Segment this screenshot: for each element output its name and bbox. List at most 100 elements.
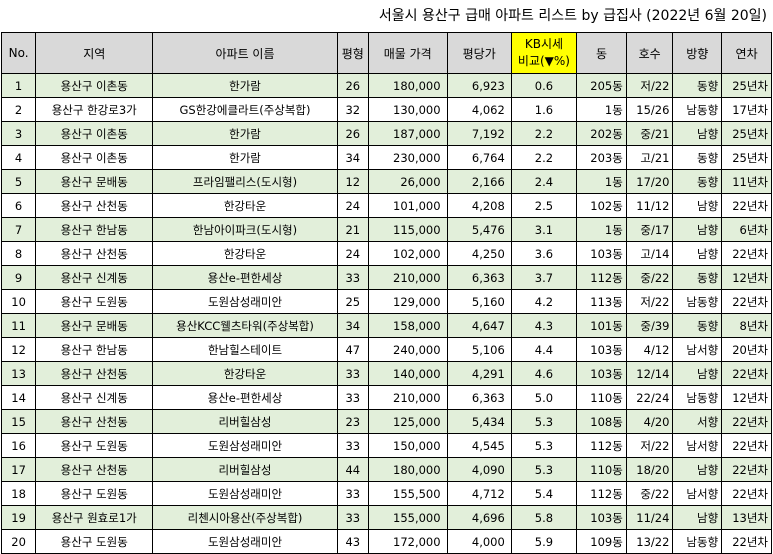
cell-size: 33 [336,265,369,290]
table-row: 13 용산구 산천동 한강타운 33 140,000 4,291 4.6 103동 12/14 남… [0,361,772,386]
cell-direction: 동향 [672,169,723,194]
cell-ho: 22/24 [625,385,674,410]
cell-no: 1 [0,73,37,98]
cell-size: 34 [336,313,369,338]
cell-price: 129,000 [367,289,448,314]
cell-direction: 남동향 [672,385,723,410]
cell-price-per-pyeong: 4,250 [446,241,512,266]
cell-no: 16 [0,433,37,458]
cell-kb-compare: 3.7 [510,265,578,290]
header-kb-line2: 비교(▼%) [517,54,570,68]
cell-direction: 남향 [672,361,723,386]
cell-kb-compare: 5.3 [510,433,578,458]
cell-size: 24 [336,193,369,218]
cell-age: 11년차 [721,169,772,194]
cell-direction: 남동향 [672,97,723,122]
cell-ho: 중/22 [625,481,674,506]
cell-region: 용산구 도원동 [35,529,154,554]
cell-price: 180,000 [367,457,448,482]
cell-ho: 저/22 [625,73,674,98]
cell-price: 240,000 [367,337,448,362]
cell-price: 155,500 [367,481,448,506]
cell-no: 7 [0,217,37,242]
cell-price: 102,000 [367,241,448,266]
cell-apt-name: GS한강에클라트(주상복합) [152,97,338,122]
cell-direction: 남동향 [672,529,723,554]
cell-apt-name: 용산e-편한세상 [152,265,338,290]
cell-apt-name: 도원삼성래미안 [152,433,338,458]
header-price: 매물 가격 [367,32,448,74]
cell-direction: 남서향 [672,337,723,362]
cell-price-per-pyeong: 4,000 [446,529,512,554]
cell-size: 32 [336,97,369,122]
cell-ho: 고/14 [625,241,674,266]
cell-no: 6 [0,193,37,218]
cell-size: 26 [336,73,369,98]
cell-price: 210,000 [367,385,448,410]
cell-price-per-pyeong: 6,363 [446,265,512,290]
cell-price: 150,000 [367,433,448,458]
cell-no: 10 [0,289,37,314]
cell-age: 12년차 [721,265,772,290]
header-direction: 방향 [672,32,723,74]
cell-dong: 103동 [576,337,627,362]
cell-kb-compare: 3.6 [510,241,578,266]
cell-region: 용산구 산천동 [35,193,154,218]
cell-age: 6년차 [721,217,772,242]
cell-direction: 남서향 [672,481,723,506]
cell-age: 22년차 [721,241,772,266]
cell-apt-name: 한가람 [152,145,338,170]
cell-price-per-pyeong: 6,764 [446,145,512,170]
cell-ho: 13/22 [625,529,674,554]
cell-direction: 동향 [672,313,723,338]
cell-age: 25년차 [721,73,772,98]
cell-price: 140,000 [367,361,448,386]
cell-price: 210,000 [367,265,448,290]
cell-dong: 112동 [576,481,627,506]
cell-kb-compare: 5.9 [510,529,578,554]
cell-ho: 중/21 [625,121,674,146]
cell-region: 용산구 한남동 [35,337,154,362]
cell-apt-name: 한강타운 [152,193,338,218]
cell-kb-compare: 5.3 [510,409,578,434]
cell-direction: 남향 [672,457,723,482]
cell-price: 130,000 [367,97,448,122]
cell-price-per-pyeong: 5,160 [446,289,512,314]
cell-region: 용산구 산천동 [35,457,154,482]
table-row: 7 용산구 한남동 한남아이파크(도시형) 21 115,000 5,476 3.1 1동 중/… [0,217,772,242]
cell-dong: 110동 [576,457,627,482]
cell-no: 2 [0,97,37,122]
cell-region: 용산구 신계동 [35,385,154,410]
cell-price-per-pyeong: 5,106 [446,337,512,362]
cell-ho: 고/21 [625,145,674,170]
cell-ho: 11/12 [625,193,674,218]
cell-price: 26,000 [367,169,448,194]
cell-region: 용산구 도원동 [35,433,154,458]
cell-ho: 11/24 [625,505,674,530]
cell-direction: 동향 [672,145,723,170]
cell-no: 15 [0,409,37,434]
cell-ho: 12/14 [625,361,674,386]
header-kb-line1: KB시세 [524,37,564,51]
table-row: 6 용산구 산천동 한강타운 24 101,000 4,208 2.5 102동 11/12 남향… [0,193,772,218]
table-row: 4 용산구 이촌동 한가람 34 230,000 6,764 2.2 203동 고/21 동향 25… [0,145,772,170]
cell-price: 187,000 [367,121,448,146]
cell-dong: 108동 [576,409,627,434]
cell-ho: 15/26 [625,97,674,122]
cell-kb-compare: 5.8 [510,505,578,530]
cell-price-per-pyeong: 4,696 [446,505,512,530]
cell-dong: 110동 [576,385,627,410]
cell-apt-name: 한강타운 [152,361,338,386]
cell-direction: 서향 [672,409,723,434]
cell-no: 17 [0,457,37,482]
cell-price: 158,000 [367,313,448,338]
cell-no: 8 [0,241,37,266]
cell-age: 20년차 [721,337,772,362]
cell-kb-compare: 2.4 [510,169,578,194]
header-dong: 동 [576,32,627,74]
table-row: 16 용산구 도원동 도원삼성래미안 33 150,000 4,545 5.3 112동 저/2… [0,433,772,458]
table-row: 8 용산구 산천동 한강타운 24 102,000 4,250 3.6 103동 고/14 남향 2… [0,241,772,266]
cell-region: 용산구 산천동 [35,409,154,434]
cell-size: 44 [336,457,369,482]
